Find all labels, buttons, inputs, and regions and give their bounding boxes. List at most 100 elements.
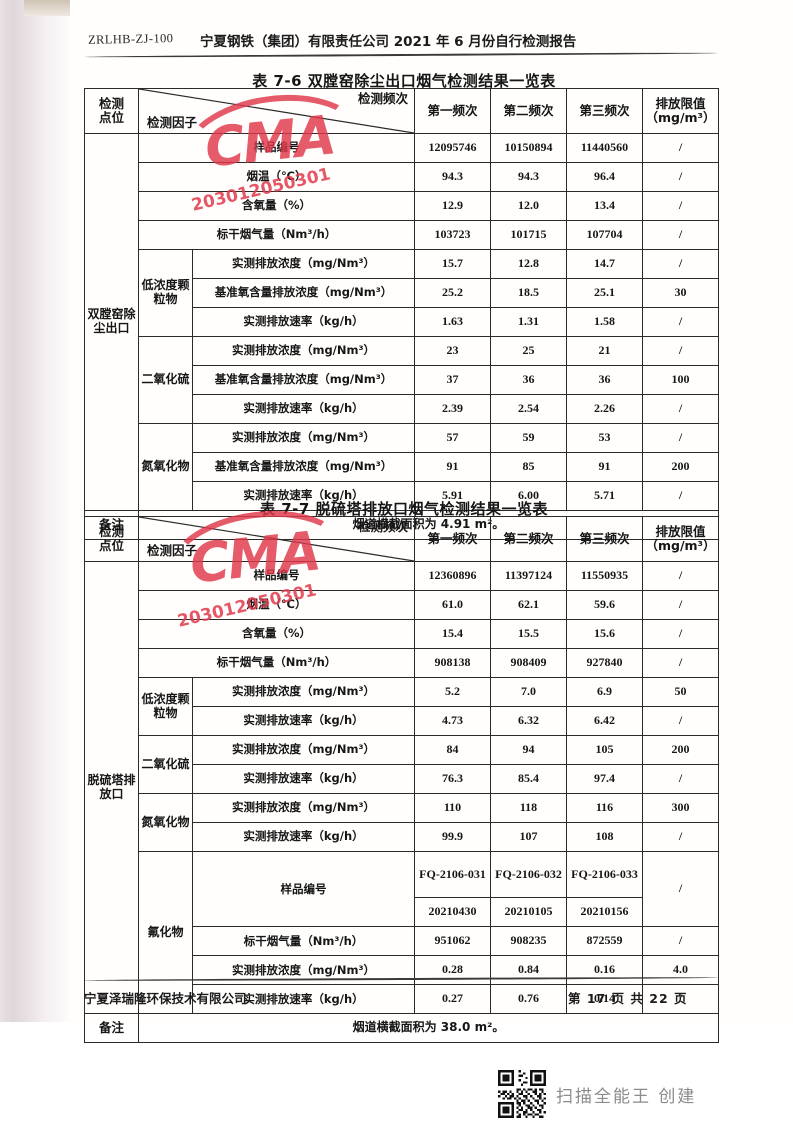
value-f3: 25.1 [566, 278, 643, 308]
value-f1: 20210430 [414, 897, 491, 928]
value-f1: 0.28 [414, 955, 491, 986]
value-limit: 200 [642, 735, 719, 765]
group-cell: 二氧化硫 [138, 735, 193, 794]
table-row: 实测排放速率（kg/h） 5.91 6.00 5.71/ [85, 481, 719, 511]
group-cell: 低浓度颗粒物 [138, 249, 193, 337]
table-76-body: 双膛窑除尘出口 样品编号 12095746 10150894 11440560/烟温（℃… [84, 133, 719, 540]
value-f3: 0.16 [566, 955, 643, 986]
value-limit: / [642, 191, 719, 221]
table-row: 含氧量（%） 12.9 12.0 13.4/ [85, 191, 719, 221]
value-limit: / [642, 926, 719, 957]
value-limit: / [642, 619, 719, 649]
value-f1: 37 [414, 365, 491, 395]
header-rule [83, 52, 719, 58]
value-f2: 15.5 [490, 619, 567, 649]
site-cell: 双膛窑除尘出口 [84, 133, 139, 511]
frequency-label: 检测频次 [357, 91, 408, 106]
value-f2: 7.0 [490, 677, 567, 707]
col-f1-header: 第一频次 [414, 88, 491, 134]
value-limit: / [642, 481, 719, 511]
value-f3: FQ-2106-033 [566, 850, 643, 899]
value-f3: 2.26 [566, 394, 643, 424]
value-f1: 103723 [414, 220, 491, 250]
value-f2: 36 [490, 365, 567, 395]
value-limit: 300 [642, 793, 719, 823]
limit-label-2: （mg/m³） [645, 110, 716, 125]
value-f1: 12.9 [414, 191, 491, 221]
col-factor-frequency-header: 检测频次 检测因子 [138, 516, 415, 562]
value-f1: 1.63 [414, 307, 491, 337]
col-f3-header: 第三频次 [566, 88, 643, 134]
value-f3: 872559 [566, 926, 643, 957]
value-f1: 5.91 [414, 481, 491, 511]
table-row: 低浓度颗粒物 实测排放浓度（mg/Nm³） 15.7 12.8 14.7/ [85, 249, 719, 337]
value-f2: 12.0 [490, 191, 567, 221]
col-f1-header: 第一频次 [414, 516, 491, 562]
table-row: 氮氧化物 实测排放浓度（mg/Nm³） 57 59 53/ [85, 423, 719, 511]
table-77-title: 表 7-7 脱硫塔排放口烟气检测结果一览表 [259, 500, 549, 518]
camscanner-label: 扫描全能王 创建 [556, 1086, 697, 1107]
col-limit-header: 排放限值 （mg/m³） [642, 88, 719, 134]
qr-code-icon [498, 1070, 546, 1118]
diagonal-divider-icon [139, 517, 414, 561]
value-f2: 6.00 [490, 481, 567, 511]
col-site-header: 检测 点位 [84, 516, 139, 562]
table-77: 检测 点位 检测频次 检测因子 第一频次 第二频次 第三频次 排放限值 （mg/m… [84, 516, 719, 1044]
value-f2: 1.31 [490, 307, 567, 337]
value-f3: 108 [566, 822, 643, 852]
value-limit: / [642, 394, 719, 424]
value-limit: 50 [642, 677, 719, 707]
doc-code: ZRLHB-ZJ-100 [87, 31, 174, 47]
value-f2: 0.76 [490, 984, 567, 1015]
factor-label: 检测因子 [147, 114, 198, 130]
camscanner-watermark: 扫描全能王 创建 [498, 1070, 696, 1118]
table-row-header: 检测 点位 检测频次 检测因子 第一频次 第二频次 第三频次 排放限值 （mg/m… [84, 516, 719, 562]
value-f2: 25 [490, 336, 567, 366]
row-label: 实测排放浓度（mg/Nm³） [192, 336, 415, 366]
table-row: 20210430 20210105 20210156 [85, 897, 719, 928]
row-label: 实测排放浓度（mg/Nm³） [192, 735, 415, 765]
row-label: 实测排放速率（kg/h） [192, 394, 415, 424]
table-row: 低浓度颗粒物 实测排放浓度（mg/Nm³） 5.2 7.0 6.9 50 [85, 677, 719, 736]
value-limit: / [642, 706, 719, 736]
limit-label-1: 排放限值 [655, 95, 706, 111]
group-cell: 氟化物 [138, 850, 193, 1015]
col-site-header: 检测 点位 [84, 88, 139, 134]
value-limit: 30 [642, 278, 719, 308]
value-f1: 99.9 [414, 822, 491, 852]
value-limit: / [642, 220, 719, 250]
value-f2: 94 [490, 735, 567, 765]
value-limit: 200 [642, 452, 719, 482]
value-f3: 97.4 [566, 764, 643, 794]
value-f3: 11550935 [566, 561, 643, 591]
value-f1: 12095746 [414, 133, 491, 163]
value-f3: 53 [566, 423, 643, 453]
value-f1: 908138 [414, 648, 491, 678]
value-f2: 107 [490, 822, 567, 852]
row-label: 实测排放速率（kg/h） [192, 706, 415, 736]
col-f3-header: 第三频次 [566, 516, 643, 562]
value-f3: 6.42 [566, 706, 643, 736]
value-f2: 118 [490, 793, 567, 823]
value-f3: 5.71 [566, 481, 643, 511]
value-f3: 15.6 [566, 619, 643, 649]
value-f3: 107704 [566, 220, 643, 250]
table-row: 脱硫塔排放口 样品编号 12360896 11397124 11550935/ [84, 560, 719, 1015]
col-factor-frequency-header: 检测频次 检测因子 [138, 88, 415, 134]
value-f1: 25.2 [414, 278, 491, 308]
footer-company: 宁夏泽瑞隆环保技术有限公司 [84, 991, 247, 1006]
row-label: 实测排放浓度（mg/Nm³） [192, 423, 415, 453]
row-label: 实测排放速率（kg/h） [192, 764, 415, 794]
value-f2: 62.1 [490, 590, 567, 620]
report-title: 宁夏钢铁（集团）有限责任公司 2021 年 6 月份自行检测报告 [200, 34, 577, 50]
remark-label: 备注 [84, 1013, 139, 1044]
value-f3: 14.7 [566, 249, 643, 279]
value-f2: 20210105 [490, 897, 567, 928]
frequency-label: 检测频次 [357, 519, 408, 534]
value-limit: / [642, 590, 719, 620]
value-f2: 85 [490, 452, 567, 482]
site-cell: 脱硫塔排放口 [84, 560, 139, 1015]
row-label: 实测排放速率（kg/h） [192, 481, 415, 511]
row-label: 基准氧含量排放浓度（mg/Nm³） [192, 278, 415, 308]
value-f1: 5.2 [414, 677, 491, 707]
